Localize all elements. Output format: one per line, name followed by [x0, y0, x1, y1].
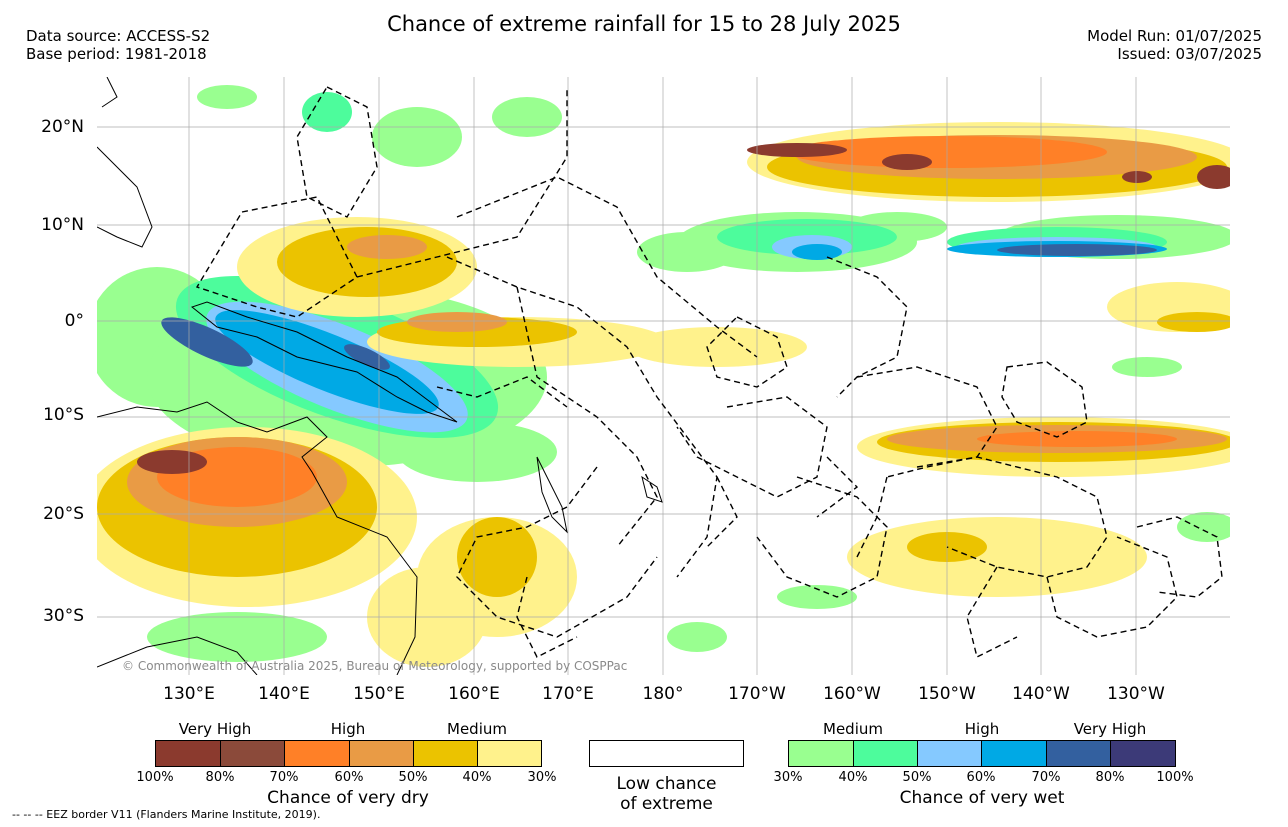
low-chance-swatch	[589, 740, 744, 767]
lat-label-20s: 20°S	[43, 504, 84, 524]
run-info: Model Run: 01/07/2025 Issued: 03/07/2025	[1087, 27, 1262, 63]
dry-category-medium: Medium	[447, 720, 507, 738]
dry-tick: 40%	[462, 770, 492, 785]
wet-tick: 60%	[966, 770, 996, 785]
lat-label-20n: 20°N	[41, 117, 84, 137]
lon-label-160w: 160°W	[823, 684, 881, 704]
dry-tick: 70%	[269, 770, 299, 785]
dry-swatch	[413, 740, 478, 767]
rainfall-map	[97, 77, 1230, 675]
map-title: Chance of extreme rainfall for 15 to 28 …	[387, 12, 901, 36]
eez-footnote: -- -- -- EEZ border V11 (Flanders Marine…	[12, 808, 321, 821]
data-source-text: Data source: ACCESS-S2	[26, 27, 211, 45]
dry-extreme-areas	[137, 143, 1230, 474]
low-chance-caption: Low chance of extreme	[589, 774, 744, 814]
dry-swatch	[155, 740, 221, 767]
wet-swatch	[853, 740, 918, 767]
lat-label-30s: 30°S	[43, 606, 84, 626]
map-grid	[97, 77, 1230, 675]
lon-label-140e: 140°E	[258, 684, 310, 704]
copyright-text: © Commonwealth of Australia 2025, Bureau…	[122, 659, 628, 673]
dry-swatch	[477, 740, 542, 767]
lon-label-150e: 150°E	[353, 684, 405, 704]
lon-label-160e: 160°E	[448, 684, 500, 704]
wet-extreme-areas	[161, 244, 1157, 370]
dry-tick: 60%	[334, 770, 364, 785]
dry-tick: 50%	[398, 770, 428, 785]
wet-tick: 30%	[773, 770, 803, 785]
lon-label-130w: 130°W	[1107, 684, 1165, 704]
coastlines	[97, 77, 663, 675]
wet-swatch	[917, 740, 982, 767]
dry-category-very-high: Very High	[178, 720, 252, 738]
eez-borders	[195, 86, 1223, 659]
dry-caption: Chance of very dry	[267, 788, 429, 808]
wet-swatch	[981, 740, 1047, 767]
wet-category-medium: Medium	[823, 720, 883, 738]
lon-label-140w: 140°W	[1012, 684, 1070, 704]
base-period-text: Base period: 1981-2018	[26, 45, 207, 63]
model-run-text: Model Run: 01/07/2025	[1087, 27, 1262, 45]
wet-tick: 80%	[1095, 770, 1125, 785]
dry-swatch	[349, 740, 414, 767]
lon-label-180: 180°	[642, 684, 684, 704]
lon-label-130e: 130°E	[163, 684, 215, 704]
source-info: Data source: ACCESS-S2 Base period: 1981…	[26, 27, 210, 63]
wet-swatch	[1110, 740, 1176, 767]
wet-caption: Chance of very wet	[899, 788, 1065, 808]
dry-tick: 80%	[205, 770, 235, 785]
wet-tick: 70%	[1031, 770, 1061, 785]
wet-swatch	[788, 740, 854, 767]
lon-label-150w: 150°W	[918, 684, 976, 704]
wet-category-high: High	[964, 720, 1000, 738]
wet-tick: 50%	[902, 770, 932, 785]
wet-tick: 100%	[1156, 770, 1194, 785]
lat-label-10s: 10°S	[43, 405, 84, 425]
lat-label-10n: 10°N	[41, 215, 84, 235]
wet-tick: 40%	[838, 770, 868, 785]
wet-swatch	[1046, 740, 1111, 767]
dry-category-high: High	[330, 720, 366, 738]
dry-tick: 100%	[136, 770, 174, 785]
low-chance-line2: of extreme	[620, 794, 713, 814]
lon-label-170e: 170°E	[542, 684, 594, 704]
dry-tick: 30%	[527, 770, 557, 785]
low-chance-line1: Low chance	[616, 774, 717, 794]
dry-swatch	[220, 740, 285, 767]
wet-category-very-high: Very High	[1073, 720, 1147, 738]
map-canvas	[97, 77, 1230, 675]
lat-label-0: 0°	[64, 311, 84, 331]
issued-text: Issued: 03/07/2025	[1117, 45, 1262, 63]
dry-swatch	[284, 740, 350, 767]
lon-label-170w: 170°W	[728, 684, 786, 704]
